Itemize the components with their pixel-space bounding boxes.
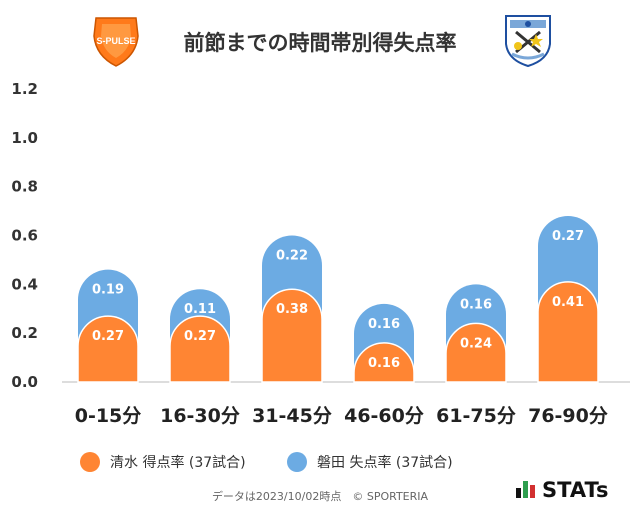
data-label-conceded: 0.22 xyxy=(276,249,308,264)
chart-title: 前節までの時間帯別得失点率 xyxy=(184,31,457,55)
legend-swatch-scored xyxy=(80,452,100,472)
legend-item-iwata: 磐田 失点率 (37試合) xyxy=(287,452,453,472)
x-axis-labels: 0-15分 16-30分 31-45分 46-60分 61-75分 76-90分 xyxy=(75,405,608,427)
data-label-scored: 0.27 xyxy=(184,329,216,344)
data-label-conceded: 0.19 xyxy=(92,283,124,298)
data-label-conceded: 0.11 xyxy=(184,302,216,317)
stats-bars-icon xyxy=(516,481,535,498)
data-label-scored: 0.24 xyxy=(460,336,492,351)
data-label-conceded: 0.16 xyxy=(460,297,492,312)
x-tick-label: 61-75分 xyxy=(436,405,516,427)
x-tick-label: 46-60分 xyxy=(344,405,424,427)
y-axis: 0.0 0.2 0.4 0.6 0.8 1.0 1.2 xyxy=(11,80,630,391)
data-label-conceded: 0.27 xyxy=(552,229,584,244)
bar-scored xyxy=(445,322,507,383)
data-label-scored: 0.16 xyxy=(368,356,400,371)
footnote: データは2023/10/02時点 © SPORTERIA xyxy=(212,489,429,503)
header: S-PULSE 前節までの時間帯別得失点率 xyxy=(93,15,551,68)
y-tick-label: 1.2 xyxy=(11,80,38,98)
x-tick-label: 16-30分 xyxy=(160,405,240,427)
stats-brand: STATs xyxy=(516,478,608,502)
bar-scored xyxy=(353,342,415,383)
data-label-scored: 0.38 xyxy=(276,302,308,317)
shimizu-s-pulse-logo: S-PULSE xyxy=(93,17,139,67)
bar-stack: 0.38 0.22 xyxy=(261,235,323,383)
y-tick-label: 0.4 xyxy=(11,275,38,293)
bar-stack: 0.27 0.11 xyxy=(169,289,231,383)
stats-logo-text: STATs xyxy=(542,478,608,502)
bar-stack: 0.27 0.19 xyxy=(77,269,139,383)
x-tick-label: 0-15分 xyxy=(75,405,142,427)
data-label-scored: 0.41 xyxy=(552,295,584,310)
bar-scored xyxy=(169,315,231,383)
legend-item-shimizu: 清水 得点率 (37試合) xyxy=(80,452,246,472)
data-label-conceded: 0.16 xyxy=(368,317,400,332)
bars-group: 0.27 0.19 0.27 0.11 0.38 0.22 0.16 0.16 0.24 0.16… xyxy=(77,215,599,383)
x-tick-label: 31-45分 xyxy=(252,405,332,427)
y-tick-label: 0.6 xyxy=(11,227,38,245)
bar-stack: 0.16 0.16 xyxy=(353,303,415,383)
y-tick-label: 0.8 xyxy=(11,178,38,196)
legend-label-conceded: 磐田 失点率 (37試合) xyxy=(317,454,453,471)
bar-scored xyxy=(537,281,599,383)
y-tick-label: 1.0 xyxy=(11,129,38,147)
bar-stack: 0.41 0.27 xyxy=(537,215,599,383)
svg-text:S-PULSE: S-PULSE xyxy=(96,36,135,46)
data-label-scored: 0.27 xyxy=(92,329,124,344)
bar-scored xyxy=(261,288,323,383)
legend-label-scored: 清水 得点率 (37試合) xyxy=(110,454,246,471)
jubilo-iwata-logo xyxy=(505,15,551,68)
bar-stack: 0.24 0.16 xyxy=(445,284,507,383)
y-tick-label: 0.0 xyxy=(11,373,38,391)
x-tick-label: 76-90分 xyxy=(528,405,608,427)
legend: 清水 得点率 (37試合) 磐田 失点率 (37試合) xyxy=(80,452,453,472)
bar-scored xyxy=(77,315,139,383)
legend-swatch-conceded xyxy=(287,452,307,472)
y-tick-label: 0.2 xyxy=(11,324,38,342)
